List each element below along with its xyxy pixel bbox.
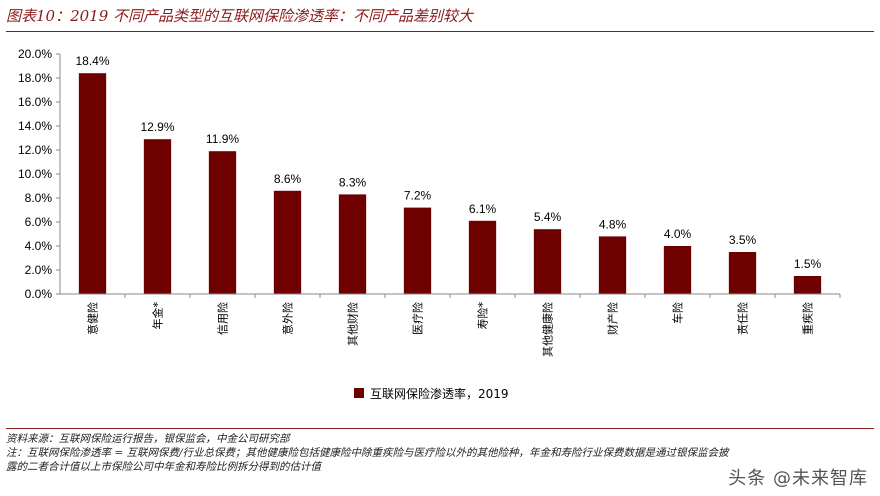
- x-tick-label: 意健险: [86, 302, 100, 335]
- bar: [403, 207, 432, 294]
- y-axis: 0.0% 2.0% 4.0% 6.0% 8.0% 10.0% 12.0% 14.0% 16.0%…: [18, 47, 61, 301]
- x-tick-label: 意外险: [281, 302, 295, 335]
- data-label: 5.4%: [534, 210, 562, 224]
- legend-swatch: [354, 388, 364, 398]
- bar: [143, 139, 172, 294]
- bar: [663, 246, 692, 294]
- bar: [273, 190, 302, 294]
- bars-group: [78, 73, 822, 294]
- bar: [793, 276, 822, 294]
- bar: [468, 220, 497, 294]
- y-tick-label: 14.0%: [18, 119, 52, 133]
- data-label: 4.8%: [599, 217, 627, 231]
- y-tick-label: 16.0%: [18, 95, 52, 109]
- watermark: 头条 @未来智库: [728, 468, 868, 489]
- x-tick-label: 财产险: [606, 302, 620, 335]
- data-labels-group: 18.4% 12.9% 11.9% 8.6% 8.3% 7.2% 6.1% 5.4% 4.8% 4…: [75, 54, 821, 271]
- bar: [78, 73, 107, 294]
- x-tick-label: 医疗险: [411, 302, 425, 335]
- x-tick-label: 年金*: [151, 302, 165, 330]
- x-tick-label: 寿险*: [476, 302, 490, 330]
- data-label: 6.1%: [469, 202, 497, 216]
- x-tick-label: 重疾险: [801, 302, 815, 335]
- data-label: 4.0%: [664, 227, 692, 241]
- data-label: 11.9%: [206, 132, 239, 146]
- data-label: 7.2%: [404, 189, 432, 203]
- bar: [598, 236, 627, 294]
- source-note: 资料来源：互联网保险运行报告，银保监会，中金公司研究部: [6, 433, 290, 445]
- x-tick-label: 其他财险: [346, 302, 360, 346]
- notes-divider: [6, 428, 874, 429]
- chart-title: 图表10：2019 不同产品类型的互联网保险渗透率：不同产品差别较大: [6, 7, 474, 25]
- legend: 互联网保险渗透率，2019: [354, 384, 509, 402]
- y-tick-label: 12.0%: [18, 143, 52, 157]
- x-tick-label: 车险: [671, 302, 685, 324]
- y-tick-label: 18.0%: [18, 71, 52, 85]
- x-tick-label: 责任险: [736, 302, 750, 335]
- data-label: 12.9%: [140, 120, 174, 134]
- bar: [338, 194, 367, 294]
- y-tick-label: 8.0%: [25, 191, 53, 205]
- y-tick-label: 2.0%: [25, 263, 53, 277]
- data-label: 18.4%: [75, 54, 109, 68]
- x-tick-label: 信用险: [216, 302, 230, 335]
- notes: 资料来源：互联网保险运行报告，银保监会，中金公司研究部 注：互联网保险渗透率 =…: [6, 432, 874, 474]
- bar: [728, 252, 757, 294]
- data-label: 8.6%: [274, 172, 302, 186]
- bar: [208, 151, 237, 294]
- y-tick-label: 0.0%: [25, 287, 53, 301]
- x-axis: 意健险 年金* 信用险 意外险 其他财险 医疗险 寿险* 其他健康险 财产险 车险 责任险 重疾险: [60, 293, 841, 357]
- bar-chart: 0.0% 2.0% 4.0% 6.0% 8.0% 10.0% 12.0% 14.0% 16.0%…: [18, 47, 841, 357]
- data-label: 8.3%: [339, 175, 367, 189]
- x-tick-label: 其他健康险: [541, 302, 555, 357]
- note-line-1: 注：互联网保险渗透率 = 互联网保费/行业总保费；其他健康险包括健康险中除重疾险…: [6, 447, 729, 459]
- bar: [533, 229, 562, 294]
- y-tick-label: 4.0%: [25, 239, 53, 253]
- data-label: 3.5%: [729, 233, 757, 247]
- data-label: 1.5%: [794, 257, 822, 271]
- note-line-2: 露的二者合计值以上市保险公司中年金和寿险比例拆分得到的估计值: [6, 461, 321, 473]
- y-tick-label: 20.0%: [18, 47, 52, 61]
- title-divider: [6, 31, 874, 32]
- y-tick-label: 6.0%: [25, 215, 53, 229]
- legend-label: 互联网保险渗透率，2019: [370, 386, 509, 401]
- y-tick-label: 10.0%: [18, 167, 52, 181]
